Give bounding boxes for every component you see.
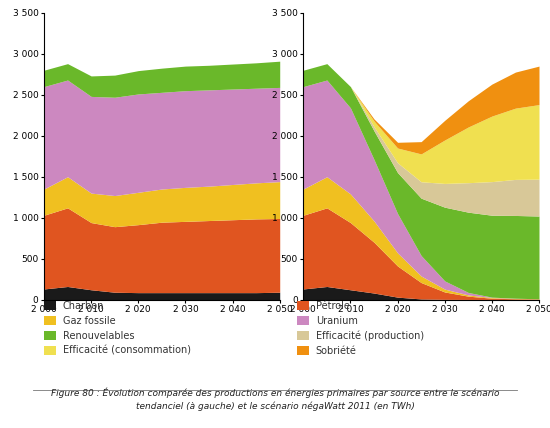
Text: Uranium: Uranium [316,315,358,326]
Text: Pétrole: Pétrole [316,300,350,311]
Text: Renouvelables: Renouvelables [63,330,134,341]
Text: Sobriété: Sobriété [316,345,356,356]
Text: Efficacité (production): Efficacité (production) [316,330,424,341]
Text: Efficacité (consommation): Efficacité (consommation) [63,345,191,356]
Text: Gaz fossile: Gaz fossile [63,315,116,326]
Text: Charbon: Charbon [63,300,104,311]
Text: Figure 80 : Évolution comparée des productions en énergies primaires par source : Figure 80 : Évolution comparée des produ… [51,387,499,411]
